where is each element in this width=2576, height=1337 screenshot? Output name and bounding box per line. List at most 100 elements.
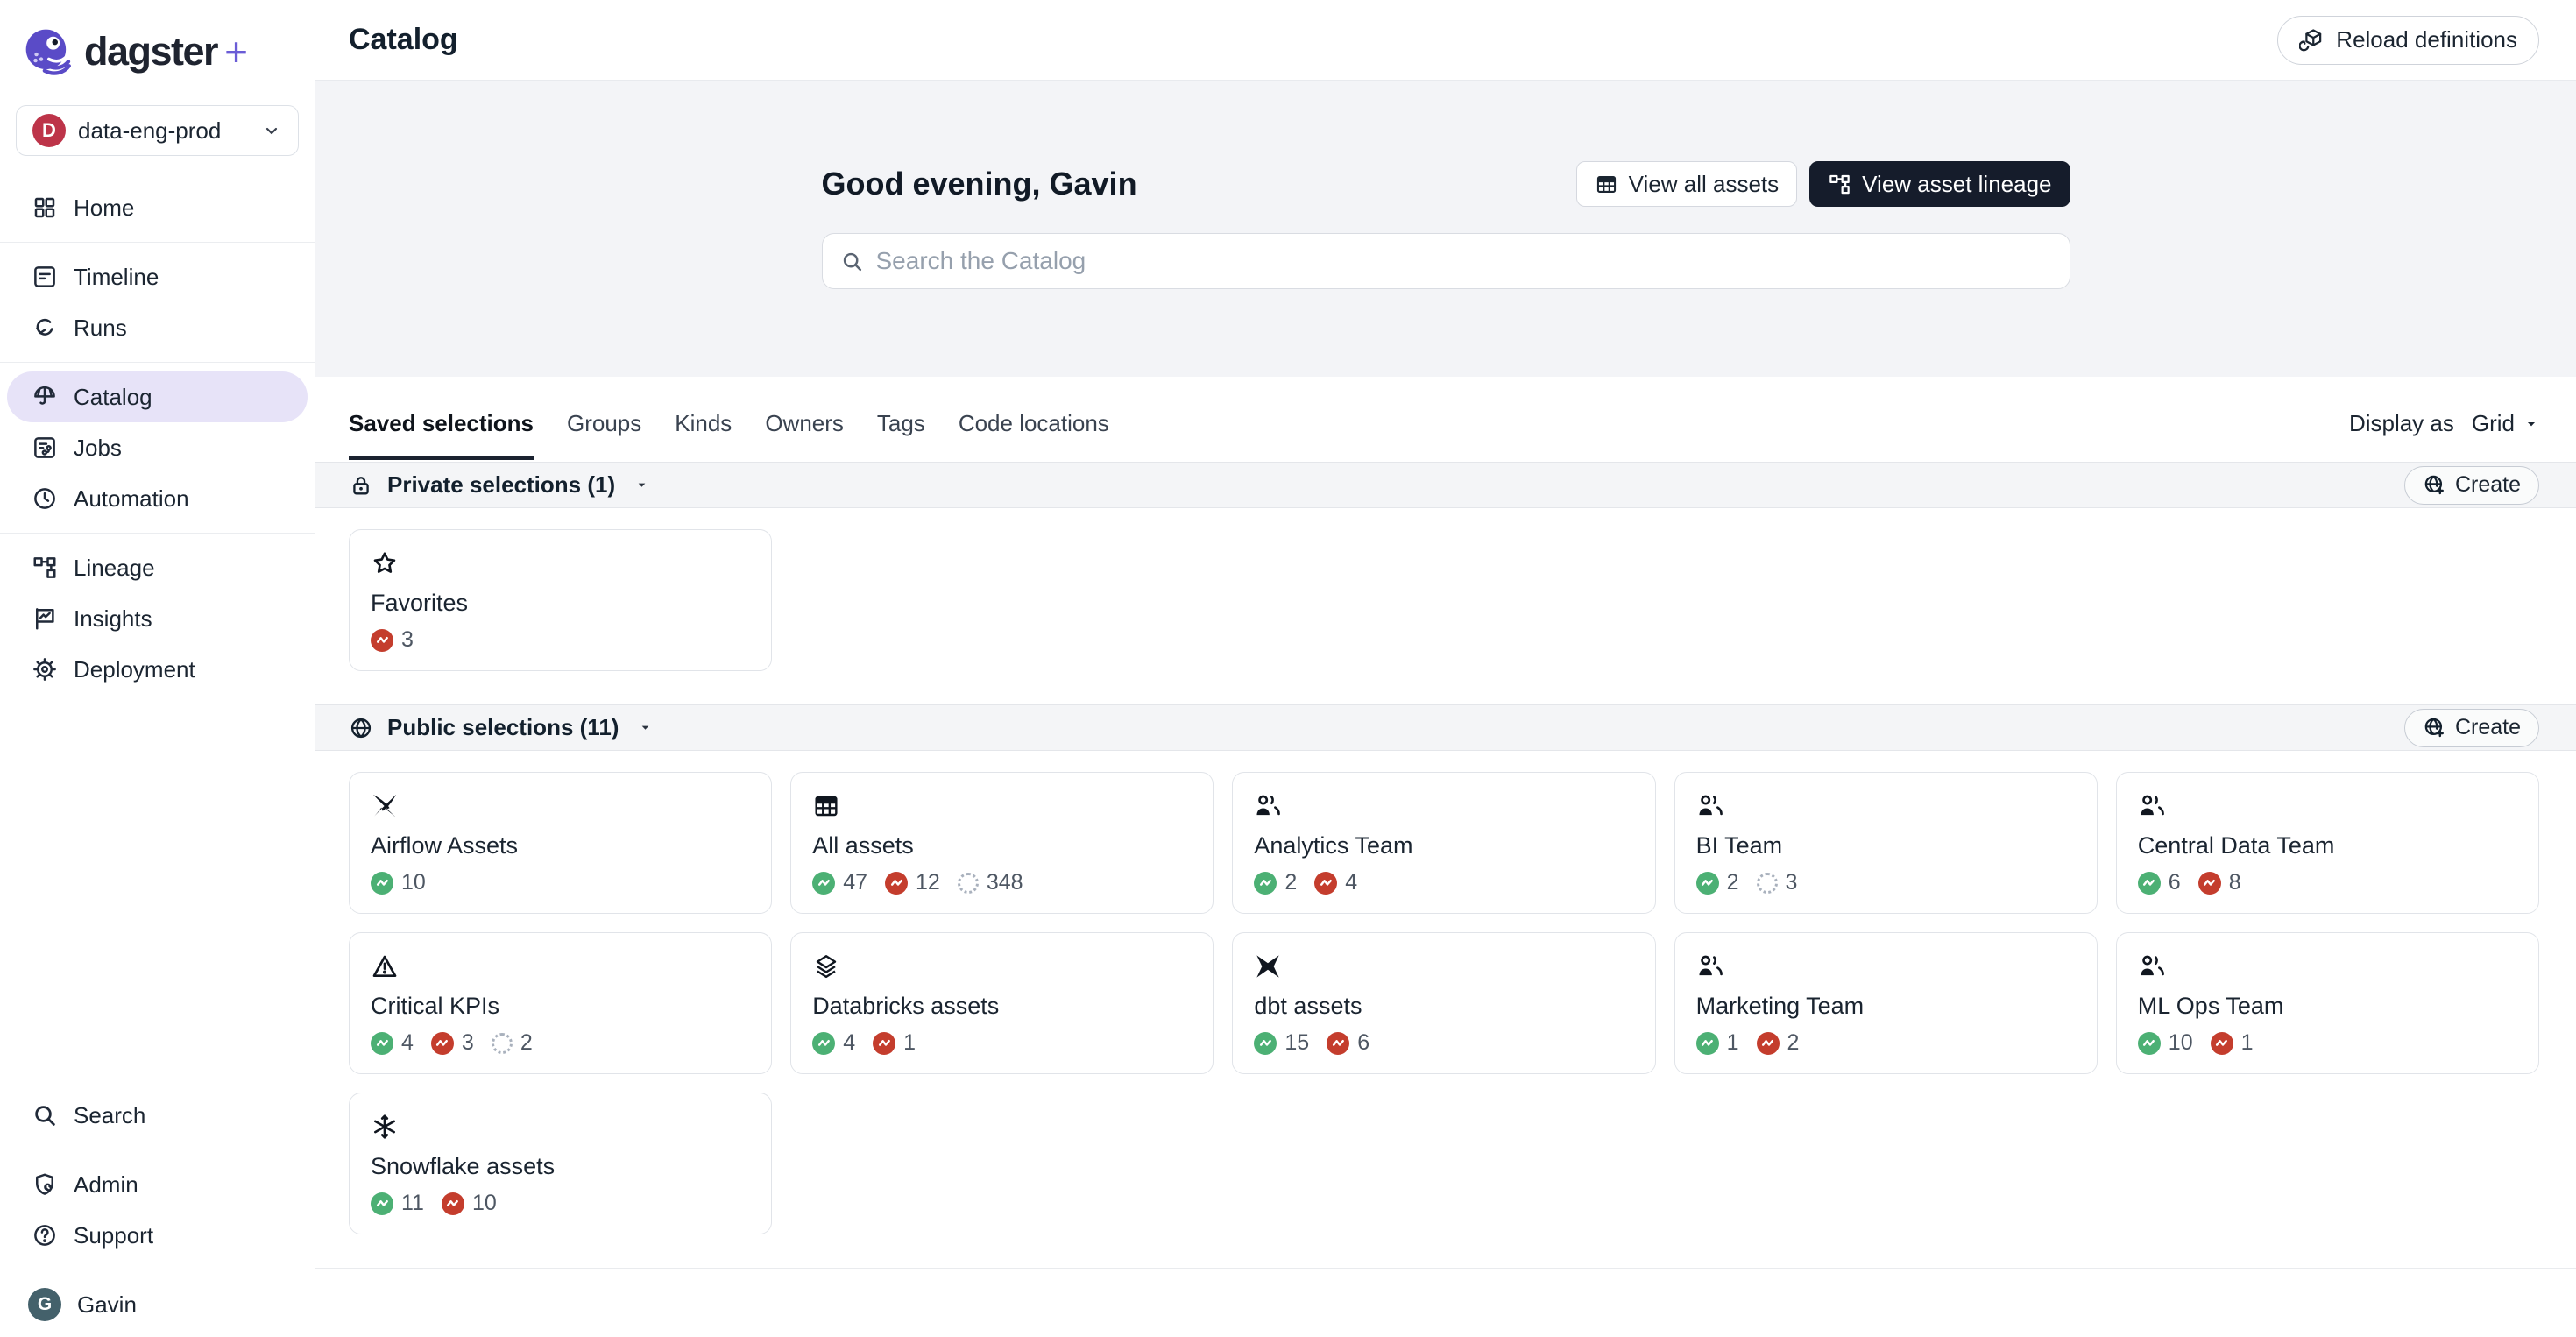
selection-card-marketing-team[interactable]: Marketing Team 1 2	[1674, 932, 2098, 1074]
globe-plus-icon	[2423, 716, 2446, 739]
hero-inner: Good evening, Gavin View all assets View…	[821, 161, 2070, 289]
create-button-label: Create	[2454, 715, 2521, 739]
section-header-public: Public selections (11) Create	[315, 704, 2576, 751]
topbar: Catalog Reload definitions	[315, 0, 2576, 81]
section-title: Public selections (11)	[387, 714, 619, 740]
selection-card-snowflake-assets[interactable]: Snowflake assets 11 10	[349, 1093, 773, 1234]
status-count-value: 3	[461, 1030, 474, 1055]
dagster-logo-icon	[21, 25, 75, 79]
lineage-icon	[32, 555, 58, 581]
tabs: Saved selections Groups Kinds Owners Tags Cod…	[349, 407, 1109, 460]
sidebar-item-support[interactable]: Support	[7, 1210, 308, 1261]
status-count-materialized: 10	[2137, 1030, 2193, 1056]
tab-groups[interactable]: Groups	[567, 410, 642, 436]
failed-status-icon	[885, 871, 908, 895]
section-toggle-private[interactable]: Private selections (1)	[349, 471, 649, 499]
selection-card-databricks-assets[interactable]: Databricks assets 4 1	[790, 932, 1214, 1074]
display-as-select[interactable]: Grid	[2472, 410, 2539, 437]
reload-definitions-label: Reload definitions	[2336, 26, 2517, 53]
layers-icon	[812, 952, 840, 980]
card-title: Critical KPIs	[371, 994, 500, 1020]
display-as-label: Display as	[2348, 410, 2454, 436]
status-count-materialized: 4	[812, 1030, 855, 1056]
card-status-counts: 15 6	[1254, 1030, 1633, 1056]
selection-sections: Private selections (1) Create Favorites 3 Pu…	[315, 462, 2576, 1268]
materialized-status-icon	[371, 871, 393, 895]
display-as: Display as Grid	[2349, 410, 2539, 437]
selection-card-bi-team[interactable]: BI Team 2 3	[1674, 772, 2098, 914]
selection-card-critical-kpis[interactable]: Critical KPIs 4 3 2	[349, 932, 773, 1074]
tab-saved-selections[interactable]: Saved selections	[349, 407, 534, 460]
sidebar-item-admin[interactable]: Admin	[7, 1159, 308, 1210]
tab-owners[interactable]: Owners	[765, 410, 844, 436]
card-title: Snowflake assets	[371, 1154, 556, 1180]
status-count-value: 6	[1357, 1030, 1370, 1055]
sidebar-item-deployment[interactable]: Deployment	[7, 644, 308, 695]
sidebar-item-runs[interactable]: Runs	[7, 302, 308, 353]
sidebar-item-automation[interactable]: Automation	[7, 473, 308, 524]
globe-plus-icon	[2423, 473, 2446, 497]
status-count-materialized: 2	[1695, 870, 1739, 895]
support-icon	[32, 1222, 58, 1249]
view-asset-lineage-label: View asset lineage	[1862, 170, 2052, 197]
tab-tags[interactable]: Tags	[876, 410, 925, 436]
selection-card-dbt-assets[interactable]: dbt assets 15 6	[1232, 932, 1656, 1074]
selection-card-central-data-team[interactable]: Central Data Team 6 8	[2115, 772, 2539, 914]
status-count-value: 2	[1726, 870, 1739, 895]
tab-code-locations[interactable]: Code locations	[958, 410, 1109, 436]
card-status-counts: 10 1	[2137, 1030, 2517, 1056]
status-count-materialized: 4	[371, 1030, 414, 1056]
catalog-search[interactable]	[821, 233, 2070, 289]
card-title: Analytics Team	[1254, 833, 1413, 860]
selection-card-ml-ops-team[interactable]: ML Ops Team 10 1	[2115, 932, 2539, 1074]
status-count-failed: 1	[2210, 1030, 2254, 1056]
dbt-icon	[1254, 952, 1282, 980]
status-count-value: 348	[986, 870, 1023, 895]
status-count-value: 2	[520, 1030, 533, 1055]
status-count-missing: 2	[491, 1030, 533, 1056]
failed-status-icon	[441, 1192, 464, 1215]
create-selection-button-public[interactable]: Create	[2403, 708, 2539, 747]
sidebar-item-lineage[interactable]: Lineage	[7, 542, 308, 593]
card-status-counts: 4 3 2	[371, 1030, 750, 1056]
selection-card-airflow-assets[interactable]: Airflow Assets 10	[349, 772, 773, 914]
selection-card-all-assets[interactable]: All assets 47 12 348	[790, 772, 1214, 914]
users-icon	[1696, 952, 1724, 980]
sidebar-item-label: Admin	[74, 1171, 138, 1198]
sidebar-item-timeline[interactable]: Timeline	[7, 251, 308, 302]
status-count-value: 10	[401, 870, 426, 895]
divider	[0, 242, 315, 243]
sidebar-item-jobs[interactable]: Jobs	[7, 422, 308, 473]
catalog-search-input[interactable]	[875, 247, 2052, 275]
sidebar-item-home[interactable]: Home	[7, 182, 308, 233]
reload-definitions-button[interactable]: Reload definitions	[2277, 15, 2539, 65]
failed-status-icon	[1314, 871, 1338, 895]
deployment-selector[interactable]: D data-eng-prod	[16, 105, 299, 156]
materialized-status-icon	[371, 1192, 393, 1215]
sidebar-item-search[interactable]: Search	[7, 1090, 308, 1141]
status-count-value: 3	[401, 627, 414, 652]
card-status-counts: 11 10	[371, 1191, 750, 1216]
divider	[0, 533, 315, 534]
catalog-icon	[32, 384, 58, 410]
section-toggle-public[interactable]: Public selections (11)	[349, 714, 653, 741]
sidebar-user[interactable]: G Gavin	[7, 1279, 308, 1330]
status-count-materialized: 47	[812, 870, 867, 895]
sidebar-item-catalog[interactable]: Catalog	[7, 371, 308, 422]
lineage-icon	[1828, 173, 1851, 196]
selection-card-favorites[interactable]: Favorites 3	[349, 529, 773, 671]
create-selection-button-private[interactable]: Create	[2403, 465, 2539, 505]
tab-kinds[interactable]: Kinds	[675, 410, 732, 436]
sidebar-item-label: Runs	[74, 314, 127, 341]
failed-status-icon	[2197, 871, 2221, 895]
sidebar-item-insights[interactable]: Insights	[7, 593, 308, 644]
cube-reload-icon	[2299, 27, 2325, 53]
view-all-assets-button[interactable]: View all assets	[1575, 161, 1798, 207]
selection-card-analytics-team[interactable]: Analytics Team 2 4	[1232, 772, 1656, 914]
view-asset-lineage-button[interactable]: View asset lineage	[1809, 161, 2070, 207]
airflow-icon	[371, 792, 399, 820]
users-icon	[2138, 792, 2166, 820]
brand-name: dagster	[84, 29, 219, 74]
